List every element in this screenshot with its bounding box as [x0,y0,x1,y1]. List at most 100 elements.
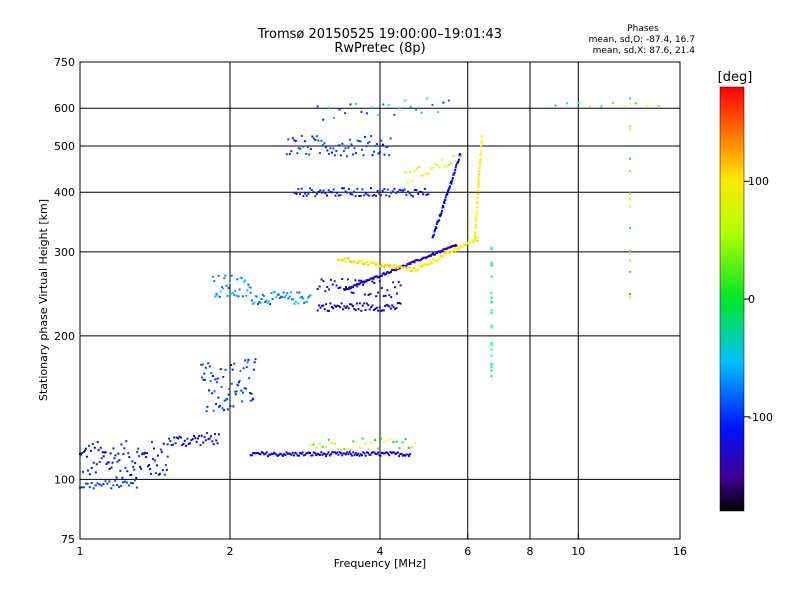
data-point [230,364,233,367]
data-point [404,171,407,174]
data-point [362,262,364,265]
data-point [371,276,374,279]
data-point [355,284,358,287]
data-point [243,281,245,284]
data-point [383,188,386,190]
data-point [369,293,372,295]
data-point [385,194,388,197]
data-point [102,483,105,486]
colorbar-tick-label: -100 [748,411,773,424]
data-point [114,454,117,457]
data-point [341,278,344,280]
data-point [386,188,389,191]
data-point [225,284,228,287]
data-point [123,447,126,450]
data-point [376,261,379,264]
data-point [447,189,450,192]
data-point [380,274,383,277]
data-point [159,448,162,451]
data-point [355,152,357,154]
data-point [473,238,476,240]
data-point [460,245,463,248]
data-point [220,385,223,388]
y-tick-label: 600 [54,102,75,115]
data-point [377,309,380,312]
data-point [440,213,443,216]
data-point [295,193,298,195]
data-point [310,454,313,457]
data-point [323,308,326,311]
data-point [356,262,359,265]
data-point [333,451,336,454]
data-point [393,188,396,190]
data-point [476,206,479,209]
data-point [246,289,249,292]
data-point [373,194,376,196]
data-point [327,153,330,155]
data-point [94,484,97,487]
data-point [344,147,347,150]
data-point [372,261,375,264]
data-point [443,166,446,169]
data-point [315,135,318,138]
data-point [438,250,441,253]
data-point [379,454,382,457]
data-point [405,264,408,267]
data-point [221,286,223,289]
data-point [395,265,398,268]
data-point [436,252,439,254]
data-point [347,146,350,149]
data-point [376,113,379,116]
data-point [345,260,348,263]
data-point [371,280,374,283]
data-point [438,166,441,169]
data-point [384,273,387,275]
data-point [360,281,363,284]
data-point [415,108,418,111]
data-point [376,143,378,145]
data-point [154,472,157,475]
data-point [288,153,291,156]
data-point [325,455,328,458]
data-point [241,295,244,298]
data-point [314,452,316,455]
data-point [395,452,398,455]
data-point [237,295,240,298]
data-point [124,466,127,469]
data-point [364,280,367,283]
data-point [490,292,493,294]
data-point [391,451,394,454]
data-point [121,476,124,479]
data-point [350,303,353,306]
data-point [253,361,256,364]
data-point [347,257,350,260]
data-point [374,144,377,147]
data-point [403,454,406,456]
data-point [226,408,229,411]
data-point [269,303,272,306]
data-point [382,295,385,298]
data-point [242,367,245,370]
data-point [210,435,212,438]
data-point [470,238,473,241]
data-point [84,447,87,450]
data-point [330,151,333,154]
data-point [230,274,233,277]
data-point [223,409,225,412]
data-point [243,387,246,390]
data-point [321,144,324,146]
data-point [364,262,367,265]
data-point [173,436,176,439]
data-point [371,194,374,197]
data-point [249,291,252,294]
data-point [629,270,631,273]
data-point [327,106,330,109]
data-point [423,187,426,190]
data-point [450,246,453,249]
data-point [371,106,374,109]
data-point [155,464,158,467]
data-point [292,454,295,457]
data-point [434,253,437,256]
data-point [388,305,391,308]
data-point [446,250,449,253]
